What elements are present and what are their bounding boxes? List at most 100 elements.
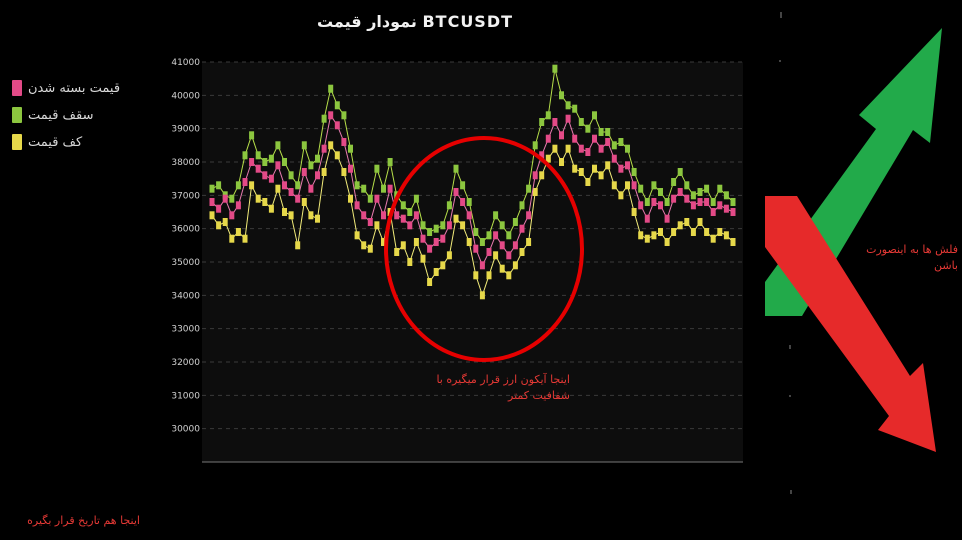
data-point-high[interactable] xyxy=(460,181,466,190)
data-point-low[interactable] xyxy=(460,221,466,230)
data-point-high[interactable] xyxy=(334,101,340,110)
data-point-high[interactable] xyxy=(268,154,274,163)
data-point-close[interactable] xyxy=(473,244,479,253)
data-point-close[interactable] xyxy=(420,234,426,243)
data-point-close[interactable] xyxy=(262,171,268,180)
data-point-close[interactable] xyxy=(671,194,677,203)
data-point-low[interactable] xyxy=(354,231,360,240)
data-point-low[interactable] xyxy=(697,218,703,226)
data-point-close[interactable] xyxy=(341,138,347,146)
data-point-low[interactable] xyxy=(374,221,380,230)
data-point-close[interactable] xyxy=(242,178,248,186)
data-point-high[interactable] xyxy=(262,158,268,166)
data-point-low[interactable] xyxy=(559,158,564,166)
data-point-close[interactable] xyxy=(512,241,518,250)
data-point-low[interactable] xyxy=(466,238,472,246)
data-point-low[interactable] xyxy=(644,234,650,243)
data-point-close[interactable] xyxy=(222,194,228,203)
data-point-low[interactable] xyxy=(506,271,512,280)
data-point-high[interactable] xyxy=(473,228,479,236)
data-point-high[interactable] xyxy=(704,184,710,193)
data-point-high[interactable] xyxy=(539,118,545,126)
data-point-low[interactable] xyxy=(216,221,222,230)
data-point-low[interactable] xyxy=(433,268,439,276)
data-point-low[interactable] xyxy=(565,144,571,153)
data-point-close[interactable] xyxy=(367,218,373,226)
data-point-high[interactable] xyxy=(486,231,492,240)
data-point-high[interactable] xyxy=(684,181,690,190)
data-point-high[interactable] xyxy=(440,221,446,230)
data-point-low[interactable] xyxy=(717,228,723,236)
data-point-low[interactable] xyxy=(413,238,419,246)
data-point-low[interactable] xyxy=(295,241,301,250)
data-point-close[interactable] xyxy=(506,251,512,260)
data-point-low[interactable] xyxy=(611,181,617,190)
data-point-low[interactable] xyxy=(440,261,446,270)
data-point-close[interactable] xyxy=(486,248,492,256)
data-point-low[interactable] xyxy=(532,188,538,196)
data-point-close[interactable] xyxy=(288,188,294,196)
data-point-low[interactable] xyxy=(499,264,505,273)
data-point-high[interactable] xyxy=(664,198,670,206)
data-point-high[interactable] xyxy=(532,141,538,150)
data-point-high[interactable] xyxy=(453,164,459,173)
data-point-low[interactable] xyxy=(348,194,353,203)
data-point-high[interactable] xyxy=(407,208,413,216)
data-point-close[interactable] xyxy=(466,211,472,220)
data-point-close[interactable] xyxy=(413,211,419,220)
data-point-close[interactable] xyxy=(387,184,393,193)
data-point-low[interactable] xyxy=(209,211,215,220)
data-point-high[interactable] xyxy=(282,158,287,166)
data-point-low[interactable] xyxy=(255,194,261,203)
data-point-low[interactable] xyxy=(361,241,367,250)
data-point-high[interactable] xyxy=(249,131,255,140)
data-point-close[interactable] xyxy=(460,198,466,206)
data-point-close[interactable] xyxy=(321,144,327,153)
data-point-close[interactable] xyxy=(275,161,281,170)
legend-item-low[interactable]: کف قیمت xyxy=(12,134,120,150)
data-point-low[interactable] xyxy=(730,238,736,246)
data-point-high[interactable] xyxy=(216,181,222,190)
data-point-low[interactable] xyxy=(394,248,400,256)
data-point-low[interactable] xyxy=(301,198,307,206)
data-point-high[interactable] xyxy=(572,104,578,113)
data-point-close[interactable] xyxy=(684,194,690,203)
data-point-low[interactable] xyxy=(275,184,281,193)
data-point-close[interactable] xyxy=(453,188,459,196)
data-point-high[interactable] xyxy=(638,184,644,193)
data-point-close[interactable] xyxy=(618,164,624,173)
data-point-close[interactable] xyxy=(249,158,255,166)
data-point-low[interactable] xyxy=(420,254,426,263)
data-point-low[interactable] xyxy=(519,248,525,256)
data-point-close[interactable] xyxy=(216,204,222,213)
data-point-high[interactable] xyxy=(288,171,294,180)
data-point-close[interactable] xyxy=(559,131,564,140)
data-point-close[interactable] xyxy=(354,201,360,210)
data-point-high[interactable] xyxy=(242,151,248,160)
data-point-low[interactable] xyxy=(235,228,241,236)
data-point-close[interactable] xyxy=(301,168,307,176)
data-point-high[interactable] xyxy=(400,201,406,210)
data-point-close[interactable] xyxy=(348,164,353,173)
data-point-close[interactable] xyxy=(427,244,433,253)
data-point-high[interactable] xyxy=(578,118,584,126)
data-point-close[interactable] xyxy=(374,194,380,203)
data-point-low[interactable] xyxy=(638,231,644,240)
data-point-low[interactable] xyxy=(539,171,545,180)
data-point-low[interactable] xyxy=(585,178,591,186)
data-point-low[interactable] xyxy=(710,234,716,243)
data-point-high[interactable] xyxy=(677,168,683,176)
data-point-close[interactable] xyxy=(499,241,505,250)
data-point-low[interactable] xyxy=(407,258,413,266)
data-point-low[interactable] xyxy=(367,244,373,253)
data-point-low[interactable] xyxy=(578,168,584,176)
data-point-high[interactable] xyxy=(658,188,663,196)
data-point-close[interactable] xyxy=(526,211,532,220)
data-point-high[interactable] xyxy=(552,64,558,73)
data-point-low[interactable] xyxy=(605,161,611,170)
data-point-high[interactable] xyxy=(315,154,320,163)
data-point-close[interactable] xyxy=(255,164,261,173)
data-point-high[interactable] xyxy=(631,168,637,176)
data-point-high[interactable] xyxy=(585,124,591,133)
data-point-low[interactable] xyxy=(598,171,604,180)
